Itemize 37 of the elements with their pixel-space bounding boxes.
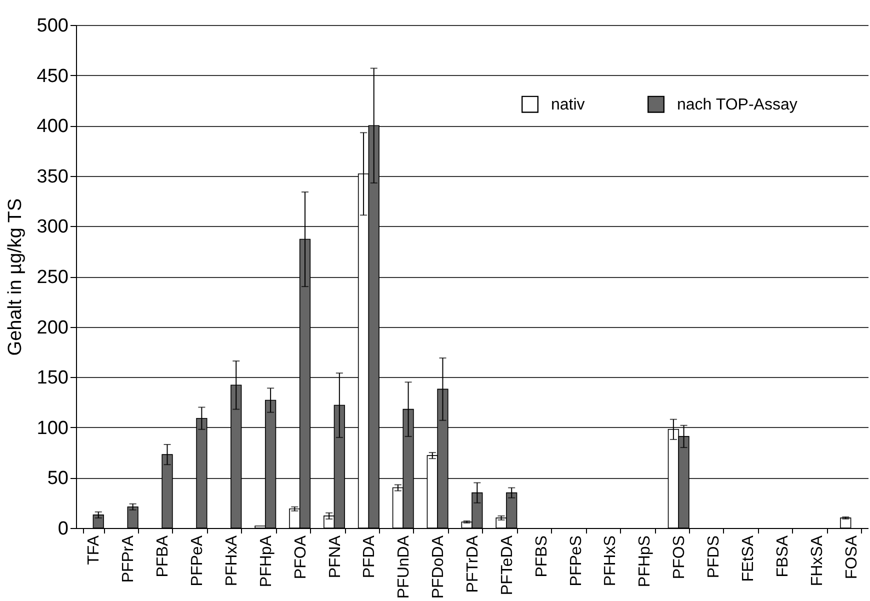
x-tick-label: PFNA — [326, 535, 344, 578]
x-tick-label: TFA — [86, 535, 103, 565]
x-tick-label: FOSA — [843, 535, 860, 580]
y-tick-label: 450 — [36, 66, 68, 87]
x-tick-label: PFDS — [706, 536, 723, 578]
x-tick-label: PFPeA — [189, 535, 206, 586]
x-tick-label: PFOA — [292, 535, 310, 580]
y-axis-title: Gehalt in µg/kg TS — [4, 198, 26, 356]
x-tick-label: PFPeS — [568, 536, 585, 586]
x-tick-label: PFBS — [533, 536, 550, 578]
y-tick-label: 500 — [36, 16, 68, 36]
x-tick-label: PFOS — [671, 536, 688, 580]
legend-label: nach TOP-Assay — [677, 96, 798, 114]
x-tick-label: PFDoDA — [430, 535, 448, 599]
legend-label: nativ — [551, 96, 585, 114]
y-tick-label: 300 — [36, 216, 68, 238]
x-tick-label: PFTeDA — [498, 535, 516, 596]
x-tick-label: PFUnDA — [396, 535, 413, 599]
x-tick-label: PFPrA — [120, 535, 138, 583]
x-tick-label: PFDA — [361, 535, 378, 578]
x-tick-label: PFHpA — [258, 535, 275, 588]
y-tick-label: 250 — [36, 267, 68, 288]
x-tick-label: FHxSA — [808, 535, 826, 586]
y-tick-label: 50 — [47, 468, 68, 490]
x-tick-label: PFHpS — [636, 536, 654, 588]
y-tick-label: 400 — [36, 116, 68, 138]
y-tick-label: 0 — [58, 518, 68, 540]
x-tick-label: FBSA — [774, 535, 792, 578]
x-tick-label: PFBA — [154, 535, 172, 578]
x-tick-label: PFTrDA — [464, 535, 482, 593]
x-tick-label: FEtSA — [740, 535, 757, 582]
x-tick-label: PFHxS — [602, 536, 620, 586]
y-tick-label: 100 — [36, 418, 68, 439]
y-tick-label: 350 — [36, 166, 68, 188]
x-tick-label: PFHxA — [223, 535, 240, 586]
y-tick-label: 150 — [36, 368, 68, 389]
y-tick-label: 200 — [36, 317, 68, 338]
